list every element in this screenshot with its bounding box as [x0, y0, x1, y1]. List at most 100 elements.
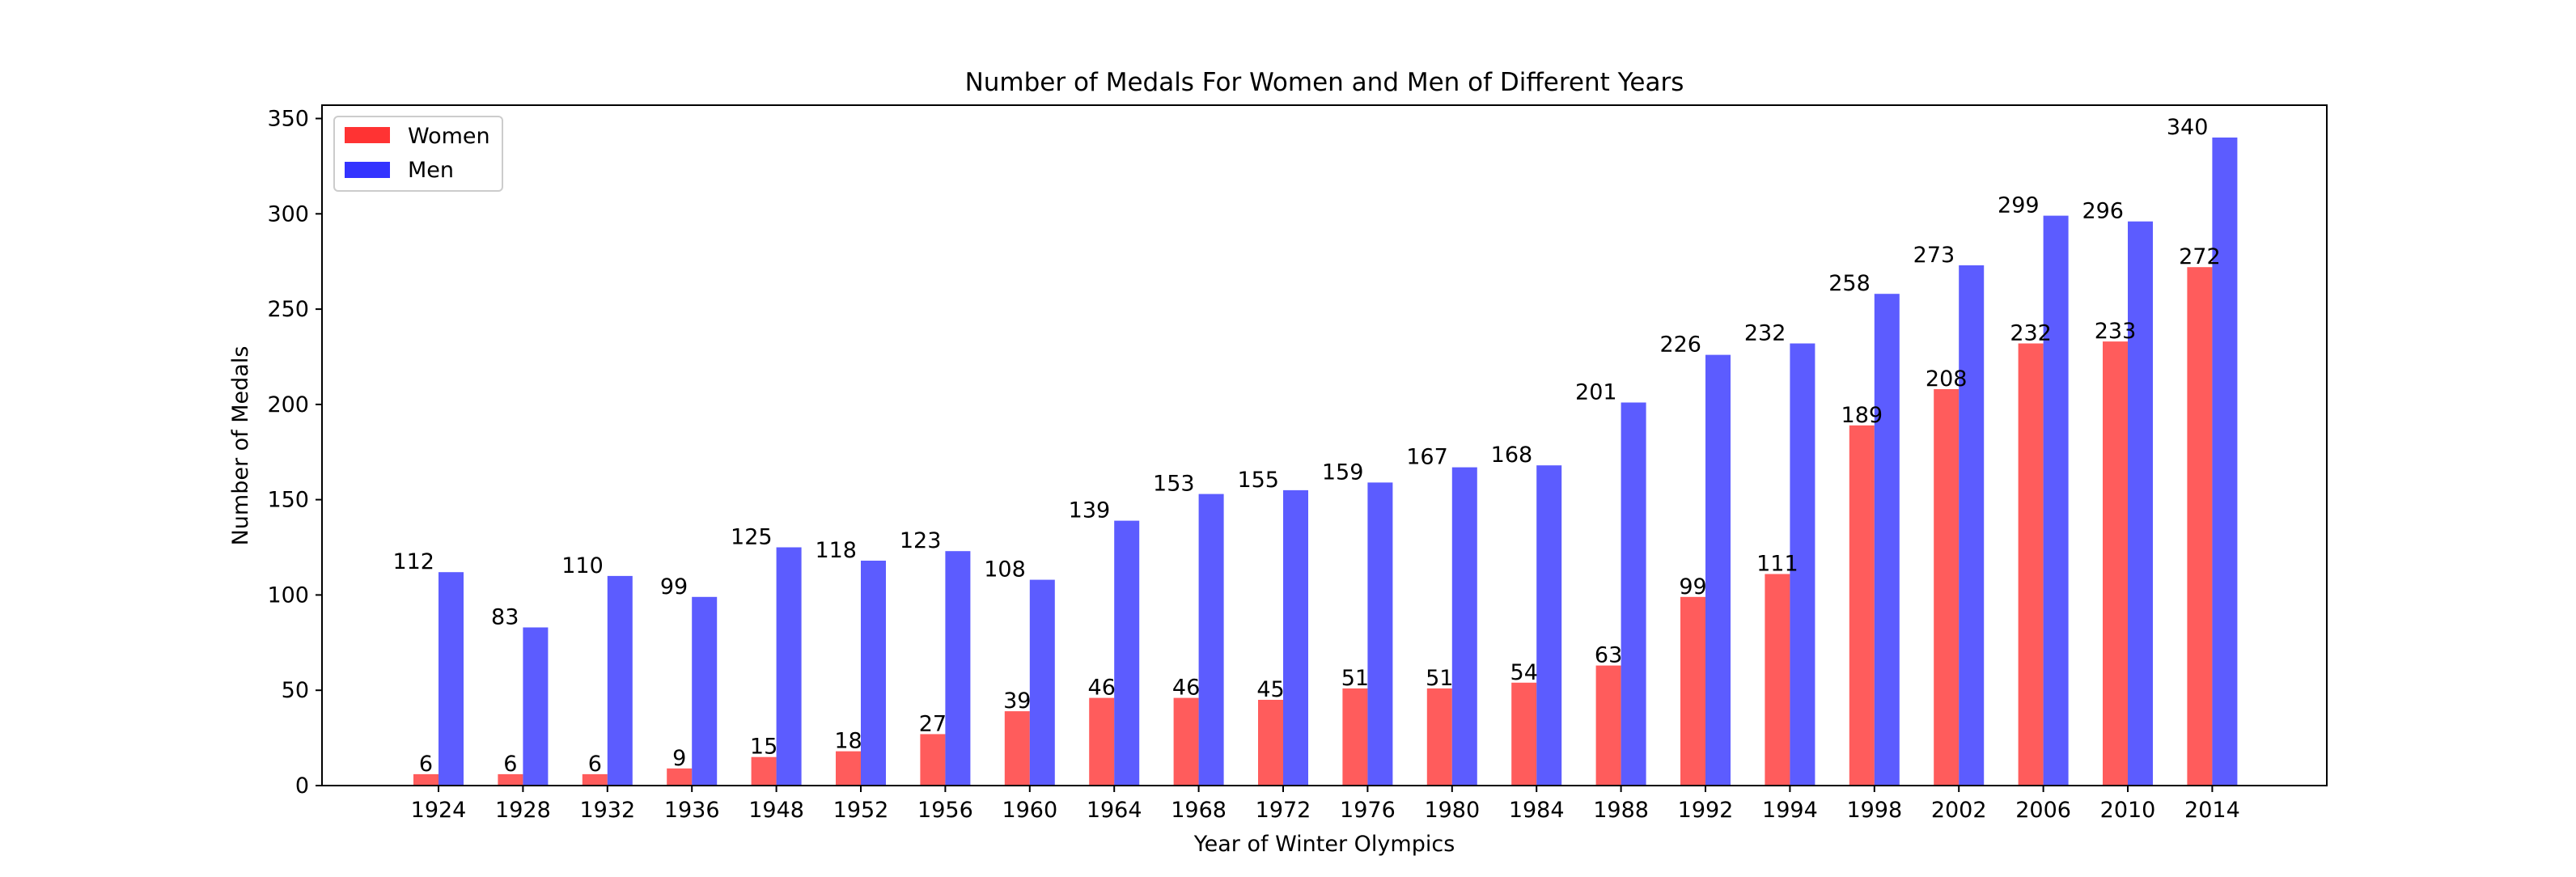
bar-women-1972 [1258, 700, 1283, 786]
x-tick-label-1932: 1932 [579, 798, 635, 823]
bar-label-men-1960: 108 [984, 557, 1026, 583]
bar-label-women-1968: 46 [1172, 676, 1200, 701]
bar-women-1956 [920, 734, 946, 786]
bar-women-2002 [1934, 389, 1960, 786]
bar-women-1992 [1680, 596, 1705, 786]
bar-label-men-2014: 340 [2167, 115, 2209, 140]
x-tick-label-1948: 1948 [748, 798, 804, 823]
bar-label-women-1928: 6 [503, 752, 517, 777]
bar-label-men-2002: 273 [1913, 243, 1955, 268]
bar-label-women-2014: 272 [2179, 244, 2221, 269]
bar-label-women-1998: 189 [1841, 403, 1883, 428]
bar-label-women-2006: 232 [2010, 321, 2052, 346]
y-ticks-layer: 0 50 100 150 200 250 300 350 [267, 107, 322, 799]
bar-men-1972 [1283, 489, 1308, 786]
bar-label-women-1948: 15 [750, 735, 777, 760]
bar-label-men-1928: 83 [491, 605, 519, 630]
y-tick-label-50: 50 [282, 678, 309, 703]
bar-label-men-1952: 118 [815, 538, 857, 563]
bar-label-women-1924: 6 [419, 752, 433, 777]
bar-women-2010 [2103, 341, 2128, 786]
x-tick-label-1956: 1956 [917, 798, 973, 823]
x-tick-label-1928: 1928 [495, 798, 551, 823]
bar-women-1948 [751, 756, 777, 786]
bar-label-women-1960: 39 [1003, 688, 1031, 714]
bar-men-2010 [2128, 221, 2153, 786]
legend-label-men: Men [408, 158, 454, 183]
bar-men-1936 [692, 596, 718, 786]
bar-men-1984 [1536, 465, 1562, 786]
bar-label-men-1964: 139 [1069, 498, 1111, 523]
x-tick-label-1976: 1976 [1340, 798, 1396, 823]
x-tick-label-2006: 2006 [2015, 798, 2071, 823]
bar-men-2002 [1959, 265, 1985, 786]
x-tick-label-1998: 1998 [1846, 798, 1902, 823]
bar-women-1960 [1004, 711, 1030, 786]
bar-label-women-1976: 51 [1341, 666, 1369, 691]
bar-women-1924 [413, 773, 439, 786]
bar-women-1988 [1595, 665, 1621, 786]
bar-label-men-1972: 155 [1237, 468, 1279, 493]
bar-women-2006 [2018, 343, 2044, 786]
bar-label-men-1948: 125 [731, 525, 773, 550]
bar-label-men-1932: 110 [561, 553, 604, 578]
bar-label-men-2006: 299 [1998, 193, 2040, 218]
bar-label-women-2002: 208 [1926, 366, 1968, 392]
bar-men-1928 [523, 627, 549, 786]
bar-men-1994 [1790, 343, 1815, 786]
chart-title: Number of Medals For Women and Men of Di… [965, 68, 1684, 97]
bar-women-2014 [2187, 267, 2213, 786]
bar-label-men-1924: 112 [392, 549, 434, 574]
bar-men-1948 [776, 547, 802, 786]
bar-women-1928 [498, 773, 523, 786]
bars-layer [413, 138, 2238, 786]
bar-label-men-1984: 168 [1491, 443, 1533, 468]
bar-men-1998 [1874, 294, 1900, 786]
bar-label-women-1964: 46 [1088, 676, 1116, 701]
bar-men-1980 [1451, 467, 1477, 786]
bar-label-men-2010: 296 [2082, 199, 2124, 224]
y-tick-label-100: 100 [267, 583, 309, 608]
legend: Women Men [333, 116, 503, 192]
bar-men-1964 [1114, 520, 1140, 786]
bar-men-2006 [2043, 215, 2069, 786]
bar-women-1936 [667, 768, 693, 786]
bar-men-1988 [1621, 402, 1646, 786]
bar-label-women-1952: 18 [834, 729, 862, 754]
y-tick-label-0: 0 [295, 773, 309, 799]
bar-men-1924 [439, 572, 464, 786]
bar-women-1976 [1342, 688, 1368, 786]
x-tick-label-1968: 1968 [1171, 798, 1227, 823]
x-tick-label-1952: 1952 [833, 798, 889, 823]
bar-women-1994 [1765, 574, 1790, 786]
x-tick-label-1972: 1972 [1256, 798, 1311, 823]
bar-label-men-1998: 258 [1828, 271, 1871, 296]
bar-women-1984 [1511, 682, 1537, 786]
x-tick-label-1984: 1984 [1509, 798, 1565, 823]
bar-label-women-1956: 27 [919, 711, 947, 736]
x-tick-label-1988: 1988 [1593, 798, 1649, 823]
plot-frame [321, 104, 2328, 786]
y-tick-label-200: 200 [267, 392, 309, 417]
bar-label-men-1988: 201 [1575, 380, 1617, 405]
x-tick-label-1980: 1980 [1424, 798, 1480, 823]
bar-label-men-1968: 153 [1153, 472, 1195, 497]
x-tick-label-1924: 1924 [411, 798, 467, 823]
bar-label-women-2010: 233 [2095, 319, 2137, 344]
bar-women-1964 [1089, 697, 1115, 786]
x-tick-label-1994: 1994 [1762, 798, 1818, 823]
x-tick-label-2002: 2002 [1931, 798, 1987, 823]
x-tick-label-1964: 1964 [1087, 798, 1142, 823]
x-tick-label-2010: 2010 [2100, 798, 2156, 823]
bar-labels-layer: 6112683611099915125181182712339108461394… [392, 115, 2220, 777]
x-tick-label-2014: 2014 [2184, 798, 2240, 823]
y-axis-label: Number of Medals [228, 346, 253, 546]
x-tick-label-1936: 1936 [664, 798, 720, 823]
y-tick-label-250: 250 [267, 297, 309, 322]
x-tick-label-1992: 1992 [1678, 798, 1734, 823]
bar-label-men-1980: 167 [1406, 445, 1448, 470]
bar-men-1932 [607, 575, 633, 786]
bar-women-1932 [582, 773, 608, 786]
